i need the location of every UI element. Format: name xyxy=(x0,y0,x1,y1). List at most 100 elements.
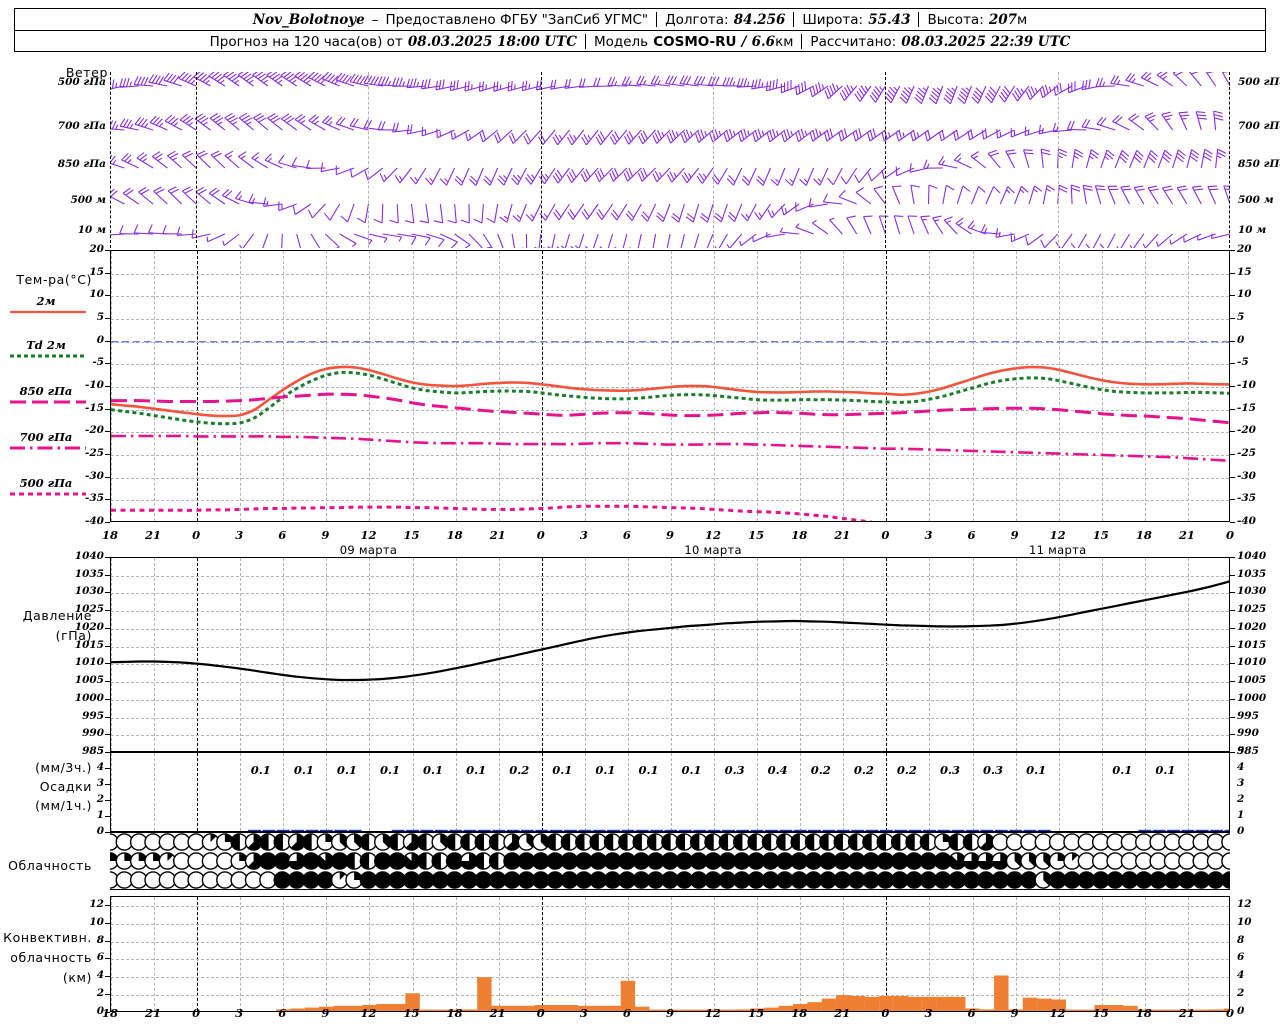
cloudiness-panel-title: Облачность xyxy=(8,858,92,873)
precip-value-label: 0.1 xyxy=(1026,763,1047,777)
gridline-vertical xyxy=(671,897,672,1011)
axis-tick xyxy=(105,408,110,410)
precip-value-label: 0.1 xyxy=(250,763,271,777)
gridline-horizontal xyxy=(111,409,1229,411)
gridline-vertical xyxy=(283,558,285,751)
axis-tick xyxy=(1230,295,1235,297)
gridline-horizontal xyxy=(111,364,1229,366)
x-axis-hour: 21 xyxy=(145,528,162,542)
temp-axis-label-right: -20 xyxy=(1237,424,1256,437)
pressure-axis-label-right: 985 xyxy=(1237,745,1259,757)
axis-tick xyxy=(105,272,110,274)
gridline-vertical xyxy=(283,897,285,1011)
axis-tick xyxy=(105,976,110,978)
pressure-axis-label-right: 1025 xyxy=(1237,603,1267,616)
gridline-vertical xyxy=(154,897,156,1011)
gridline-vertical xyxy=(1144,753,1146,831)
pressure-axis-label-right: 995 xyxy=(1237,709,1259,722)
x-axis-hour-bottom: 12 xyxy=(360,1006,377,1020)
x-axis-hour-bottom: 15 xyxy=(1092,1006,1109,1020)
gridline-vertical xyxy=(843,558,845,751)
gridline-horizontal xyxy=(111,905,1229,907)
longitude-value: 84.256 xyxy=(733,11,786,28)
axis-tick xyxy=(105,295,110,297)
gridline-horizontal xyxy=(111,682,1229,684)
wind-level-label-right: 700 гПа xyxy=(1238,120,1280,132)
x-axis-hour: 18 xyxy=(446,528,463,542)
axis-tick xyxy=(105,250,110,251)
precip-canvas xyxy=(248,829,1229,831)
precip-value-label: 0.1 xyxy=(595,763,616,777)
temp-axis-label-right: -15 xyxy=(1237,401,1256,414)
convective-title-2: облачность xyxy=(10,950,92,965)
axis-tick xyxy=(1230,386,1235,387)
x-axis-hour-bottom: 21 xyxy=(489,1006,506,1020)
temp-legend-swatch-0 xyxy=(10,310,86,314)
gridline-day xyxy=(197,251,199,521)
conv-axis-label-right: 4 xyxy=(1237,969,1245,982)
divider-1 xyxy=(656,12,658,27)
x-axis-hour-bottom: 18 xyxy=(1135,1006,1152,1020)
legend-line-2 xyxy=(10,400,86,404)
gridline-horizontal xyxy=(111,575,1229,577)
x-axis-hour-bottom: 3 xyxy=(235,1006,244,1020)
gridline-vertical xyxy=(1015,753,1017,831)
gridline-vertical xyxy=(627,251,629,521)
convective-canvas xyxy=(276,975,1229,1011)
legend-line-0 xyxy=(10,310,86,314)
gridline-vertical xyxy=(714,897,716,1011)
gridline-horizontal xyxy=(111,611,1229,613)
wind-frame xyxy=(1229,72,1230,248)
latitude-label: Широта: xyxy=(802,11,864,28)
precip-value-label: 0.2 xyxy=(896,763,917,777)
gridline-vertical xyxy=(584,753,586,831)
gridline-vertical xyxy=(412,251,414,521)
x-axis-hour: 12 xyxy=(705,528,722,542)
cloud-frame-bottom xyxy=(110,889,1230,890)
x-axis-hour: 9 xyxy=(665,528,674,542)
precip-value-label: 0.1 xyxy=(1112,763,1133,777)
axis-tick xyxy=(1230,627,1235,629)
x-axis-hour: 0 xyxy=(192,528,201,542)
gridline-horizontal xyxy=(111,664,1229,666)
axis-tick xyxy=(1230,476,1235,478)
x-axis-hour: 18 xyxy=(1135,528,1152,542)
gridline-horizontal xyxy=(111,319,1229,320)
axis-tick xyxy=(105,499,110,501)
axis-tick xyxy=(105,386,110,387)
gridline-vertical xyxy=(1187,251,1189,521)
gridline-vertical xyxy=(154,558,156,751)
gridline-vertical xyxy=(843,251,845,521)
axis-tick xyxy=(1230,522,1235,523)
gridline-vertical xyxy=(627,897,629,1011)
axis-tick xyxy=(105,557,110,558)
calculated-label: Рассчитано: xyxy=(810,33,897,50)
gridline-horizontal xyxy=(111,977,1229,979)
x-axis-hour-bottom: 9 xyxy=(321,1006,330,1020)
gridline-vertical xyxy=(368,72,370,248)
axis-tick xyxy=(1230,318,1235,319)
precipitation-plot xyxy=(110,752,1230,832)
axis-tick xyxy=(1230,574,1235,576)
gridline-horizontal xyxy=(111,593,1229,595)
pressure-panel-title-1: Давление xyxy=(22,608,92,623)
gridline-day xyxy=(886,251,888,521)
divider-2 xyxy=(793,12,795,27)
axis-tick xyxy=(105,681,110,683)
gridline-vertical xyxy=(111,897,112,1011)
axis-tick xyxy=(1230,610,1235,612)
precip-axis-label-right: 3 xyxy=(1237,777,1245,789)
pressure-axis-label-right: 1020 xyxy=(1237,620,1267,633)
gridline-vertical xyxy=(326,558,328,751)
axis-tick xyxy=(105,734,110,736)
x-axis-hour-bottom: 0 xyxy=(1225,1006,1234,1020)
axis-tick xyxy=(1230,340,1235,342)
x-axis-hour-bottom: 6 xyxy=(278,1006,287,1020)
conv-axis-label-left: 0 xyxy=(96,1005,104,1017)
x-axis-hour-bottom: 15 xyxy=(403,1006,420,1020)
temp-axis-label-left: -5 xyxy=(92,356,104,369)
wind-level-label-right: 850 гПа xyxy=(1238,158,1280,170)
x-axis-hour: 6 xyxy=(622,528,631,542)
gridline-day xyxy=(541,251,543,521)
temp-axis-label-right: -5 xyxy=(1237,356,1249,369)
